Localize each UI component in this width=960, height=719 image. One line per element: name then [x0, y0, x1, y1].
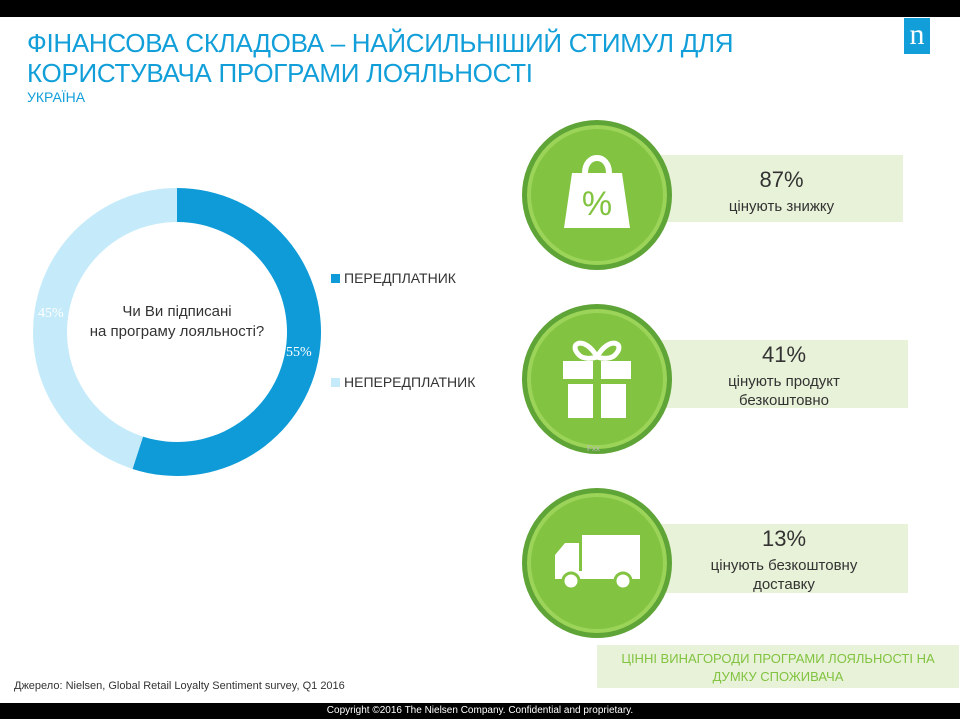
reward-text-line-2: безкоштовно	[738, 392, 830, 409]
legend-swatch-subscriber	[331, 273, 340, 283]
reward-percent: 87%	[759, 167, 804, 192]
shopping-bag-percent-icon: %	[564, 155, 630, 228]
tiny-mark: Fxx	[587, 444, 600, 453]
copyright-bar: Copyright ©2016 The Nielsen Company. Con…	[0, 703, 960, 719]
reward-text: цінують знижку	[728, 198, 835, 215]
donut-slice-subscriber	[132, 188, 321, 477]
delivery-truck-icon	[555, 535, 640, 591]
footer-note-line-1: ЦІННІ ВИНАГОРОДИ ПРОГРАМИ ЛОЯЛЬНОСТІ НА	[621, 651, 935, 666]
reward-text-line-1: цінують безкоштовну	[710, 557, 858, 574]
footer-note-line-2: ДУМКУ СПОЖИВАЧА	[712, 669, 844, 684]
legend-item-subscriber: ПЕРЕДПЛАТНИК	[331, 270, 456, 286]
legend-item-non-subscriber: НЕПЕРЕДПЛАТНИК	[331, 374, 475, 390]
legend-label-subscriber: ПЕРЕДПЛАТНИК	[344, 270, 456, 286]
legend-swatch-non-subscriber	[331, 377, 340, 387]
non-subscriber-percent-label: 45%	[38, 306, 64, 321]
donut-center-text: Чи Ви підписані на програму лояльності?	[60, 302, 294, 342]
reward-card-discount: 87% цінують знижку	[660, 155, 903, 222]
donut-center-line-2: на програму лояльності?	[89, 323, 265, 340]
top-bar	[0, 0, 960, 17]
reward-percent: 41%	[761, 342, 807, 367]
donut-center-line-1: Чи Ви підписані	[122, 303, 232, 320]
donut-chart	[33, 188, 321, 477]
reward-icon-circle	[522, 488, 672, 638]
svg-text:%: %	[582, 185, 612, 223]
donut-chart-area: Чи Ви підписані на програму лояльності? …	[33, 188, 475, 477]
footer-note: ЦІННІ ВИНАГОРОДИ ПРОГРАМИ ЛОЯЛЬНОСТІ НА …	[597, 645, 959, 688]
subscriber-percent-label: 55%	[286, 345, 312, 360]
reward-text-line-1: цінують продукт	[728, 373, 840, 390]
donut-slice-non-subscriber	[33, 188, 177, 469]
reward-text-line-2: доставку	[753, 576, 815, 593]
reward-percent: 13%	[761, 526, 807, 551]
reward-card-free-product: 41% цінують продукт безкоштовно	[660, 340, 908, 409]
reward-card-free-delivery: 13% цінують безкоштовну доставку	[660, 524, 908, 593]
page-title: ФІНАНСОВА СКЛАДОВА – НАЙСИЛЬНІШИЙ СТИМУЛ…	[27, 28, 734, 88]
reward-icon-circle: %	[522, 120, 672, 270]
source-note: Джерело: Nielsen, Global Retail Loyalty …	[14, 680, 345, 692]
nielsen-logo: n	[904, 18, 930, 54]
legend-label-non-subscriber: НЕПЕРЕДПЛАТНИК	[344, 374, 476, 390]
reward-icon-circle	[522, 304, 672, 454]
gift-icon	[563, 340, 631, 418]
page-subtitle: УКРАЇНА	[27, 89, 86, 105]
